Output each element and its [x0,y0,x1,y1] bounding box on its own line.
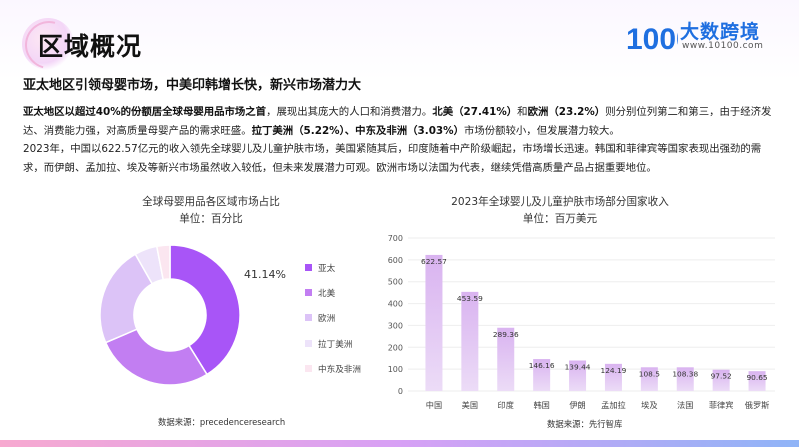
pie-data-label-asia-pacific: 41.14% [244,268,286,281]
summary-paragraph-2: 2023年，中国以622.57亿元的收入领先全球婴儿及儿童护肤市场，美国紧随其后… [23,143,762,174]
bar-chart: 0 100 200 300 400 500 600 700 622.57 中国 453.59 美国 28… [388,234,775,410]
legend-label: 北美 [318,289,336,300]
x-tick-label: 美国 [462,400,478,410]
legend-swatch [305,339,312,347]
bar [640,367,658,391]
legend-swatch [305,264,312,271]
bar [604,363,622,391]
bar [569,360,587,391]
legend-swatch [305,364,312,372]
summary-text-1: ，展现出其庞大的人口和消费潜力。 [266,106,433,118]
brand-url: www.10100.com [682,41,764,51]
x-tick-label: 伊朗 [569,400,585,410]
bar-value-label: 139.44 [565,363,591,372]
y-tick-label: 200 [388,343,403,352]
y-tick-label: 0 [398,387,403,396]
pie-chart-title: 全球母婴用品各区域市场占比 [142,196,280,208]
legend-label: 拉丁美洲 [318,339,353,350]
bar [712,369,730,391]
summary-text-2: 和 [517,106,528,118]
bar [425,254,443,391]
y-tick-label: 400 [388,300,403,309]
summary-paragraph-1: 亚太地区以超过40%的份额居全球母婴用品市场之首，展现出其庞大的人口和消费潜力。… [23,103,781,140]
title-decoration [22,18,74,70]
bar [533,359,551,391]
legend-swatch [305,289,312,297]
header-background [0,0,799,80]
pie-chart-unit: 单位：百分比 [179,213,243,225]
y-tick-label: 600 [388,256,403,265]
bar [748,371,766,391]
summary-text-4: 市场份额较小，但发展潜力较大。 [463,124,620,137]
logo-mark-text: 1000 [626,23,678,56]
legend-swatch [305,314,312,322]
x-tick-label: 印度 [498,400,514,410]
donut-chart [99,244,241,386]
y-tick-label: 700 [388,234,403,243]
summary-bold-1: 亚太地区以超过40%的份额居全球母婴用品市场之首 [23,106,267,118]
pie-chart-source: 数据来源：precedenceresearch [158,417,286,427]
x-tick-label: 孟加拉 [601,400,626,410]
bar-value-label: 124.19 [601,366,627,375]
pie-slice-5 [155,244,171,281]
bar-value-label: 453.59 [457,294,483,303]
bar [497,327,515,391]
y-tick-label: 300 [388,321,403,330]
bar-value-label: 108.5 [639,369,660,378]
page-title: 区域概况 [38,32,143,61]
brand-logo: 1000 大数跨境 www.10100.com [626,16,786,56]
summary-bold-2: 北美（27.41%） [432,106,518,118]
bar-value-label: 108.38 [672,369,698,378]
x-tick-label: 俄罗斯 [745,400,770,410]
bar-value-label: 90.65 [746,373,767,382]
bar-chart-source: 数据来源：先行智库 [547,419,623,429]
footer-gradient-bar [0,440,799,447]
bar [461,291,479,391]
brand-name: 大数跨境 [680,21,761,43]
bar-value-label: 97.52 [711,372,732,381]
summary-text: 亚太地区以超过40%的份额居全球母婴用品市场之首，展现出其庞大的人口和消费潜力。… [23,103,781,177]
y-tick-label: 500 [388,278,403,287]
summary-bold-4: 拉丁美洲（5.22%）、中东及非洲（3.03%） [251,124,464,137]
bar-chart-unit: 单位：百万美元 [522,213,598,225]
pie-slice-2 [104,328,209,386]
y-tick-label: 100 [388,365,403,374]
legend-label: 亚太 [318,264,336,274]
legend-label: 欧洲 [318,314,336,325]
x-tick-label: 法国 [677,400,693,410]
bar-value-label: 146.16 [529,361,555,370]
legend-label: 中东及非洲 [318,364,361,375]
bar [676,367,694,391]
x-tick-label: 菲律宾 [709,400,734,410]
x-tick-label: 韩国 [533,400,549,410]
summary-text-3: 则分别位列第二和第三，由于经济发达、消费能力强，对高质量母婴产品的需求旺盛。 [23,106,772,137]
section-headline: 亚太地区引领母婴市场，中美印韩增长快，新兴市场潜力大 [23,78,362,93]
bar-value-label: 289.36 [493,330,519,339]
summary-bold-3: 欧洲（23.2%） [527,106,606,118]
bar-chart-title: 2023年全球婴儿及儿童护肤市场部分国家收入 [451,196,669,208]
pie-slice-1 [169,244,241,376]
bar-value-label: 622.57 [421,257,447,266]
x-tick-label: 中国 [426,400,442,410]
brand-logo-icon: 1000 [626,23,693,56]
x-tick-label: 埃及 [641,400,657,410]
